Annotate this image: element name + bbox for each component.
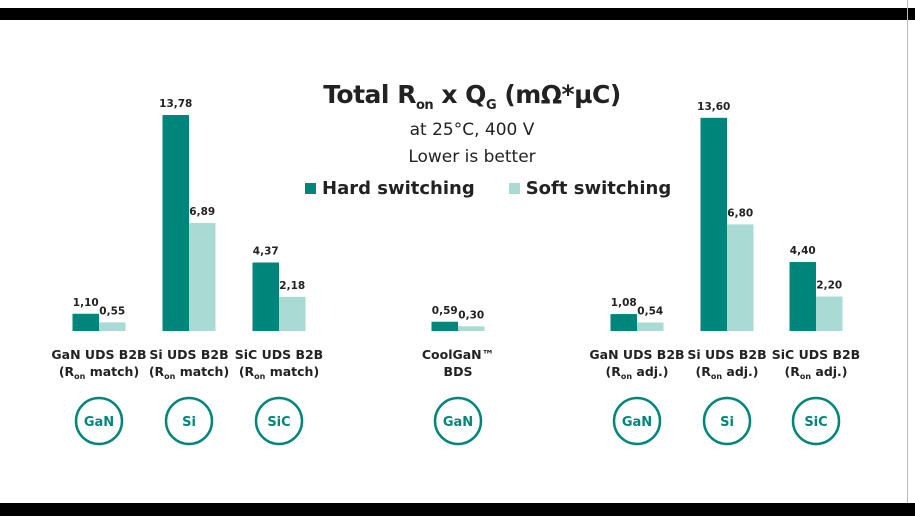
- category-label: GaN UDS B2B: [589, 347, 684, 362]
- data-label: 0,54: [637, 306, 663, 318]
- chart-subtitle: at 25°C, 400 V: [409, 120, 535, 140]
- material-badge-label: GaN: [84, 415, 114, 430]
- data-label: 6,80: [727, 207, 753, 219]
- data-label: 2,20: [816, 280, 842, 292]
- data-label: 1,10: [73, 297, 99, 309]
- material-badge: [254, 396, 304, 446]
- bar-hard: [162, 115, 189, 331]
- bar-hard: [431, 321, 458, 331]
- bar-soft: [279, 296, 306, 331]
- material-badge: [164, 396, 214, 446]
- bar-hard: [72, 313, 99, 331]
- category-sublabel: (Ron match): [149, 364, 229, 381]
- category-sublabel: (Ron adj.): [784, 364, 847, 381]
- data-label: 6,89: [189, 206, 215, 218]
- bar-soft: [189, 223, 216, 331]
- category-sublabel: (Ron adj.): [605, 364, 668, 381]
- material-badge: [702, 396, 752, 446]
- category-label: CoolGaN™: [422, 347, 494, 362]
- category-sublabel: (Ron match): [59, 364, 139, 381]
- legend-swatch-soft: [508, 183, 520, 194]
- data-label: 4,37: [253, 246, 279, 258]
- material-badge: [74, 396, 124, 446]
- bar-soft: [816, 296, 843, 331]
- bar-soft: [727, 224, 754, 331]
- material-badge-label: SiC: [267, 415, 290, 430]
- material-badge-label: Si: [720, 415, 734, 430]
- material-badge-label: GaN: [622, 415, 652, 430]
- category-label: Si UDS B2B: [687, 347, 766, 362]
- material-badge-label: GaN: [443, 415, 473, 430]
- category-label: GaN UDS B2B: [51, 347, 146, 362]
- material-badge: [433, 396, 483, 446]
- material-badge: [612, 396, 662, 446]
- bar-hard: [610, 314, 637, 331]
- data-label: 2,18: [279, 280, 305, 292]
- data-label: 0,59: [432, 305, 458, 317]
- material-badge-label: Si: [182, 415, 196, 430]
- window-edge: [907, 0, 908, 503]
- category-sublabel: (Ron adj.): [695, 364, 758, 381]
- data-label: 4,40: [790, 245, 816, 257]
- bar-hard: [252, 262, 279, 331]
- legend-soft: Soft switching: [508, 178, 671, 199]
- data-label: 13,60: [697, 101, 730, 113]
- bar-hard: [789, 262, 816, 331]
- legend: Hard switching Soft switching: [305, 178, 671, 199]
- legend-swatch-hard: [305, 183, 316, 194]
- data-label: 0,55: [99, 305, 125, 317]
- category-sublabel: BDS: [444, 364, 473, 379]
- data-label: 1,08: [611, 297, 637, 309]
- material-badge: [791, 396, 841, 446]
- material-badge-label: SiC: [804, 415, 827, 430]
- category-sublabel: (Ron match): [239, 364, 319, 381]
- bar-soft: [99, 322, 126, 331]
- category-label: SiC UDS B2B: [235, 347, 323, 362]
- data-label: 13,78: [159, 98, 192, 110]
- category-label: SiC UDS B2B: [772, 347, 860, 362]
- legend-hard: Hard switching: [305, 178, 475, 199]
- bar-soft: [637, 322, 664, 331]
- data-label: 0,30: [458, 309, 484, 321]
- bar-hard: [700, 117, 727, 332]
- chart-title: Total Ron x QG (mΩ*µC): [323, 80, 621, 113]
- bottom-letterbox: [0, 503, 915, 516]
- chart-note: Lower is better: [408, 147, 536, 167]
- top-letterbox: [0, 8, 915, 20]
- bar-soft: [458, 326, 485, 331]
- category-label: Si UDS B2B: [149, 347, 228, 362]
